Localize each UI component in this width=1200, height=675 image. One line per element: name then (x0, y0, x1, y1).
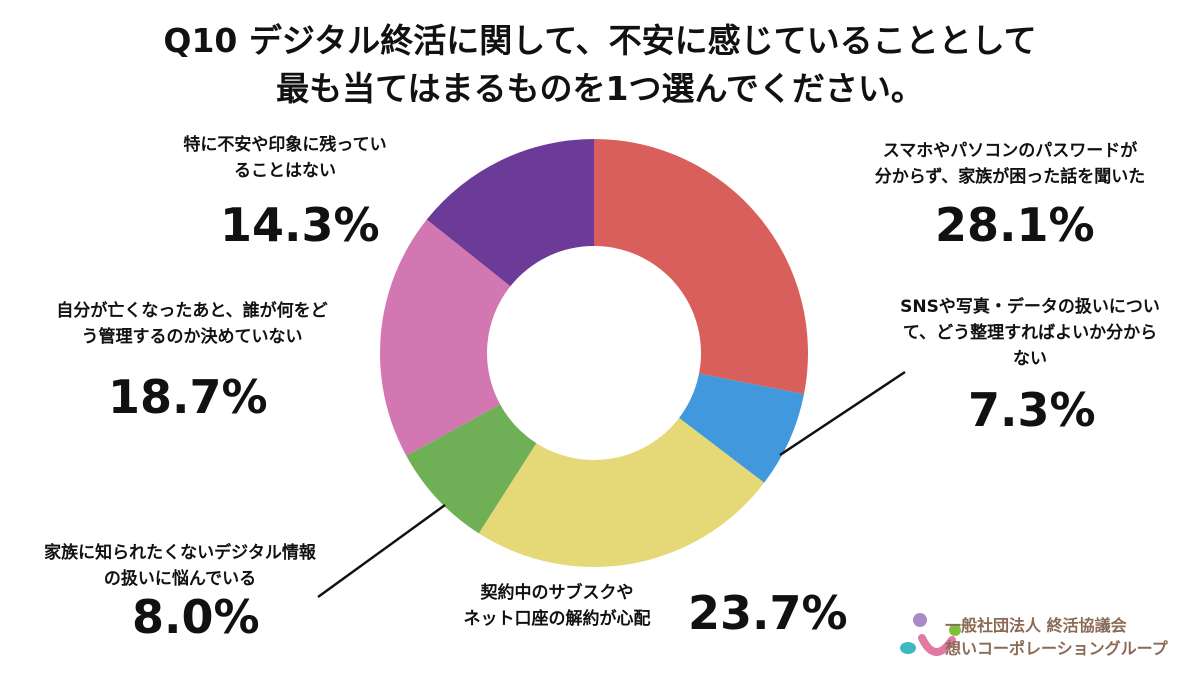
label-line: 分からず、家族が困った話を聞いた (874, 167, 1146, 187)
label-line: ることはない (234, 161, 336, 181)
label-line: スマホやパソコンのパスワードが (882, 141, 1138, 161)
slice-value-management: 18.7% (108, 370, 268, 424)
slice-value-password: 28.1% (935, 198, 1095, 252)
chart-title-line1: Q10 デジタル終活に関して、不安に感じていることとして (163, 21, 1037, 60)
donut-slice-sns (679, 373, 805, 483)
logo-line1: 一般社団法人 終活協議会 (945, 616, 1127, 635)
slice-value-family: 8.0% (132, 590, 260, 644)
donut-slice-subscription (478, 417, 765, 567)
leader-line-family (317, 503, 446, 599)
slice-label-password: スマホやパソコンのパスワードが 分からず、家族が困った話を聞いた (845, 138, 1175, 190)
donut-slice-password (594, 139, 808, 395)
label-line: ネット口座の解約が心配 (463, 609, 651, 629)
label-line: SNSや写真・データの扱いについ (900, 297, 1160, 317)
label-line: う管理するのか決めていない (81, 327, 303, 347)
label-line: の扱いに悩んでいる (103, 569, 257, 589)
label-line: 特に不安や印象に残ってい (183, 135, 387, 155)
slice-value-sns: 7.3% (968, 383, 1096, 437)
leader-line-sns (779, 370, 906, 457)
chart-title-line2: 最も当てはまるものを1つ選んでください。 (276, 69, 924, 108)
label-line: ない (1013, 349, 1047, 369)
donut-slice-management (380, 219, 511, 456)
slice-label-none: 特に不安や印象に残ってい ることはない (160, 132, 410, 184)
label-line: 契約中のサブスクや (480, 583, 634, 603)
label-line: 家族に知られたくないデジタル情報 (44, 543, 316, 563)
slice-label-family: 家族に知られたくないデジタル情報 の扱いに悩んでいる (20, 540, 340, 592)
slice-label-management: 自分が亡くなったあと、誰が何をど う管理するのか決めていない (22, 298, 362, 350)
logo-line2: 想いコーポレーショングループ (945, 639, 1168, 658)
slice-label-sns: SNSや写真・データの扱いについ て、どう整理すればよいか分から ない (870, 294, 1190, 372)
slice-value-none: 14.3% (220, 198, 380, 252)
slice-label-subscription: 契約中のサブスクや ネット口座の解約が心配 (432, 580, 682, 632)
slice-value-subscription: 23.7% (688, 586, 848, 640)
label-line: 自分が亡くなったあと、誰が何をど (56, 301, 328, 321)
label-line: て、どう整理すればよいか分から (902, 323, 1158, 343)
donut-slice-none (426, 139, 594, 287)
donut-slice-family (406, 404, 537, 534)
